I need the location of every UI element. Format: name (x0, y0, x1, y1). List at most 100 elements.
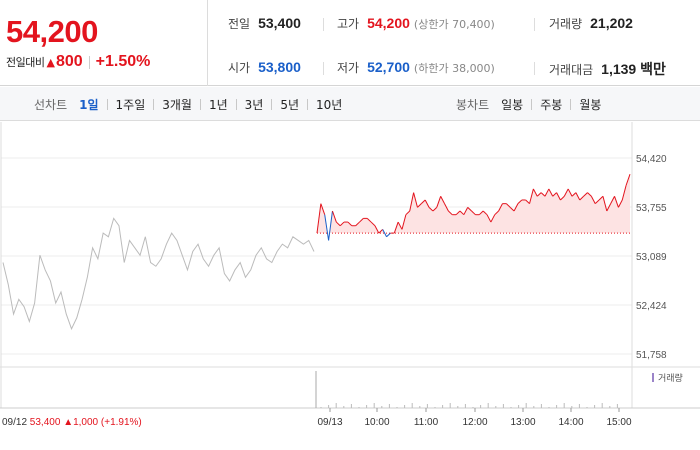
today-line-segment (370, 221, 376, 227)
today-line-segment (602, 196, 608, 212)
price-change: 전일대비 ▲ 800 +1.50% (6, 53, 150, 71)
price-area (317, 174, 630, 234)
chart-svg[interactable]: 54,420 53,755 53,089 52,424 51,758 거래량 09/13… (0, 122, 700, 450)
line-chart-tabs: 선차트 1일 1주일 3개월 1년 3년 5년 10년 (34, 96, 342, 113)
divider (307, 99, 309, 110)
today-line-segment (509, 206, 515, 212)
today-line-segment (320, 203, 326, 215)
x-tick-label: 14:00 (558, 417, 583, 428)
stat-value: 53,400 (258, 15, 301, 31)
price-chart[interactable]: 54,420 53,755 53,089 52,424 51,758 거래량 09/13… (0, 122, 700, 450)
tab-3month[interactable]: 3개월 (162, 98, 192, 112)
tab-5year[interactable]: 5년 (280, 98, 300, 112)
today-line-segment (382, 229, 387, 238)
y-tick-label: 52,424 (636, 301, 667, 312)
prev-day-line (2, 217, 315, 331)
today-line-segment (366, 218, 372, 223)
volume-legend-swatch (652, 373, 654, 382)
y-tick-label: 51,758 (636, 350, 667, 361)
today-line-segment (420, 199, 426, 205)
divider (88, 55, 90, 69)
prev-day-info-part: ▲ (63, 417, 73, 428)
y-axis: 54,420 53,755 53,089 52,424 51,758 (636, 154, 667, 361)
today-line-segment (617, 199, 623, 208)
today-line-segment (571, 192, 577, 197)
today-line-segment (513, 203, 519, 212)
today-line-segment (486, 214, 492, 223)
today-line-segment (621, 185, 627, 201)
divider (271, 99, 273, 110)
today-line-segment (436, 196, 442, 208)
today-line-segment (397, 221, 403, 230)
stat-value: 54,200 (367, 15, 410, 31)
today-line-segment (405, 210, 411, 216)
tab-1year[interactable]: 1년 (208, 98, 228, 112)
tab-1week[interactable]: 1주일 (115, 98, 146, 112)
today-line-segment (374, 225, 380, 234)
today-line-segment (417, 203, 422, 208)
volume-panel: 거래량 (315, 371, 683, 408)
today-line-segment (587, 192, 592, 197)
divider (534, 62, 535, 75)
quote-stats: 전일 53,400 고가 54,200 (상한가 70,400) 거래량 21,… (209, 0, 700, 86)
current-price: 54,200 (6, 14, 98, 49)
today-line-segment (378, 229, 384, 234)
divider (199, 99, 201, 110)
up-area-fill (317, 174, 630, 234)
divider (570, 99, 572, 110)
tab-1day[interactable]: 1일 (79, 98, 99, 112)
prev-day-info-part: 1,000 (73, 417, 101, 428)
today-line-segment (324, 214, 330, 241)
today-line-segment (478, 210, 484, 216)
today-line-segment (316, 203, 322, 234)
stat-value: 53,800 (258, 59, 301, 75)
prev-day-info-part: 53,400 (27, 417, 63, 428)
y-tick-label: 53,089 (636, 252, 667, 263)
today-line-segment (552, 192, 557, 197)
stat-label: 전일 (228, 17, 251, 31)
divider (153, 99, 155, 110)
today-line-segment (386, 232, 391, 238)
today-line-segment (606, 203, 612, 212)
today-line-segment (544, 188, 550, 197)
today-line-segment (525, 199, 530, 205)
divider (106, 99, 108, 110)
x-tick-label: 13:00 (510, 417, 535, 428)
tab-monthly-candle[interactable]: 월봉 (579, 98, 602, 112)
candle-chart-label: 봉차트 (456, 98, 490, 112)
tab-weekly-candle[interactable]: 주봉 (540, 98, 563, 112)
today-line-segment (455, 210, 461, 216)
up-arrow-icon: ▲ (46, 55, 55, 69)
tab-10year[interactable]: 10년 (316, 98, 343, 112)
today-line-segment (335, 221, 341, 227)
tab-daily-candle[interactable]: 일봉 (501, 98, 524, 112)
today-line-segment (444, 203, 449, 212)
stat-prev-close: 전일 53,400 (228, 15, 301, 32)
y-tick-label: 53,755 (636, 203, 667, 214)
today-line-segment (459, 210, 465, 216)
prev-day-info-part: (+1.91%) (101, 417, 142, 428)
today-line-segment (579, 195, 584, 201)
today-line-segment (506, 203, 511, 208)
today-line-segment (355, 221, 360, 227)
stat-label: 거래량 (549, 17, 583, 31)
today-line-segment (428, 206, 434, 212)
stat-open: 시가 53,800 (228, 59, 301, 76)
prev-day-info: 09/12 53,400 ▲1,000 (+1.91%) (2, 417, 142, 428)
stat-volume: 거래량 21,202 (549, 15, 633, 32)
divider (323, 62, 324, 75)
change-value: 800 (55, 53, 83, 70)
today-line-segment (359, 218, 364, 223)
stat-label: 고가 (337, 17, 360, 31)
today-line-segment (548, 188, 554, 197)
today-line-segment (529, 188, 534, 204)
divider (534, 18, 535, 31)
today-line-segment (560, 195, 565, 201)
tab-3year[interactable]: 3년 (244, 98, 264, 112)
today-line-segment (563, 188, 569, 197)
today-line-segment (328, 210, 333, 241)
today-line-segment (471, 210, 476, 216)
chart-grid (0, 122, 700, 409)
today-line-segment (536, 192, 542, 197)
today-line-segment (424, 199, 430, 208)
